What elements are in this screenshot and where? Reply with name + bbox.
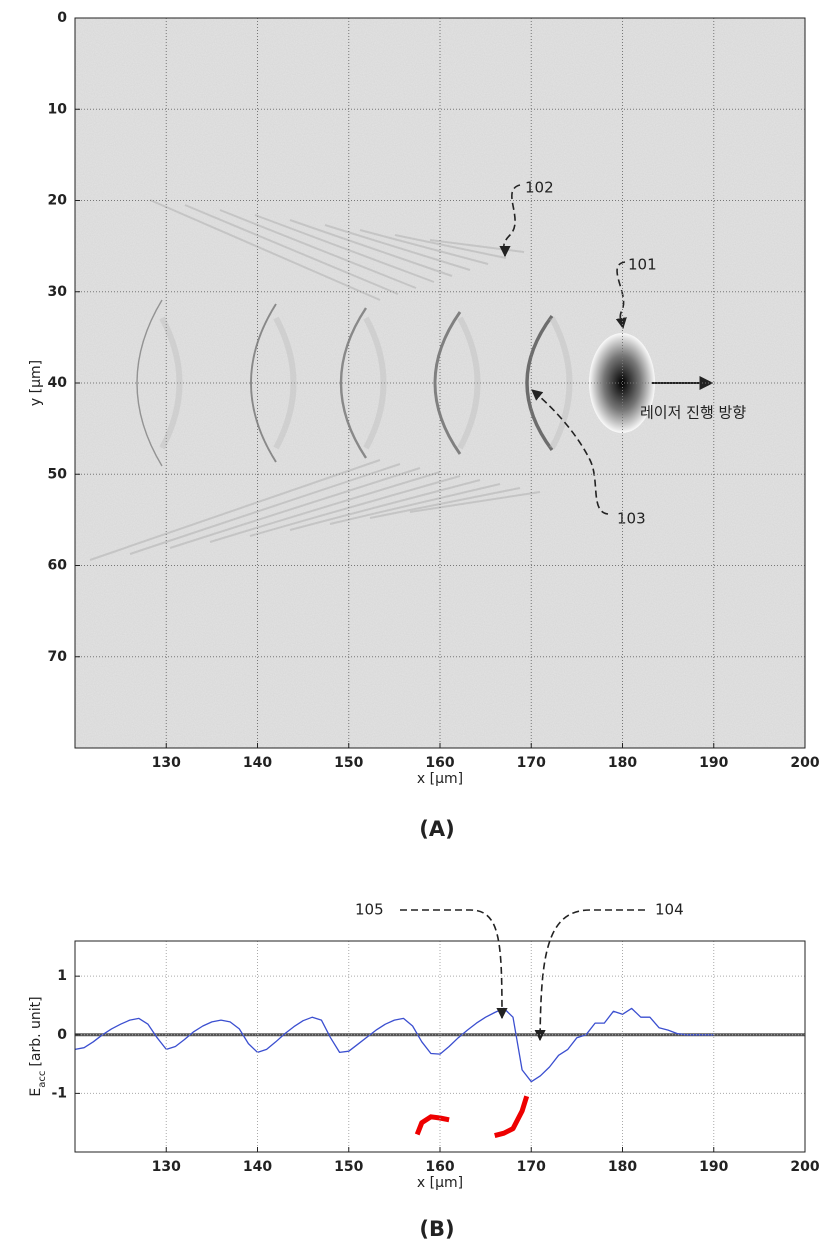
y-tick-label: 0: [57, 1027, 67, 1043]
wave-streak: [219, 209, 417, 289]
wave-streak: [329, 483, 501, 525]
y-tick-label: 50: [48, 466, 68, 482]
x-tick-label: 150: [334, 755, 363, 771]
wave-streak: [324, 224, 471, 271]
y-tick-label: 30: [48, 284, 68, 300]
wave-streak: [409, 491, 541, 513]
wave-streak: [289, 479, 481, 531]
y-axis-label-part: [arb. unit]: [28, 996, 44, 1066]
chart-a: 102 101 103 레이저 진행 방향 130 140 150 160 170 180 190 2…: [28, 10, 820, 841]
x-tick-label: 200: [790, 1159, 819, 1175]
leader-102: [499, 184, 521, 258]
y-tick-label: 1: [57, 968, 67, 984]
wave-streak: [89, 459, 381, 561]
wave-streak: [149, 199, 381, 301]
chart-b: 105 104 130 140 150 160 170 180 190 200 -1 0 1 x [µm]…: [28, 901, 820, 1242]
leader-101: [615, 261, 627, 330]
x-tick-label: 130: [152, 1159, 181, 1175]
y-axis-label-part: acc: [37, 1071, 48, 1088]
x-axis-label: x [µm]: [417, 771, 463, 787]
wake-arc: [136, 299, 163, 467]
y-axis-label-part: E: [28, 1088, 44, 1097]
wave-streak: [254, 214, 435, 283]
x-tick-label: 190: [699, 755, 728, 771]
x-axis-label: x [µm]: [417, 1175, 463, 1191]
wake-bubble: [159, 316, 183, 450]
annotation: 103: [617, 510, 646, 528]
leader-103: [531, 389, 609, 515]
wake-bubble: [273, 316, 297, 450]
x-tick-label: 130: [152, 755, 181, 771]
wave-streak: [129, 463, 401, 555]
wake-arc: [250, 303, 277, 463]
y-axis-label: Eacc [arb. unit]: [28, 996, 48, 1096]
wave-streak: [209, 471, 441, 543]
y-axis-label: y [µm]: [28, 360, 44, 406]
x-tick-label: 180: [608, 1159, 637, 1175]
leader-104: [534, 909, 645, 1042]
wave-streak: [169, 467, 421, 549]
wave-streak: [249, 475, 461, 537]
y-tick-label: 10: [48, 101, 68, 117]
annotation: 레이저 진행 방향: [640, 404, 746, 422]
y-tick-label: 70: [48, 649, 68, 665]
wake-bubble: [363, 316, 387, 450]
wave-streak: [394, 234, 507, 259]
annotation: 104: [655, 901, 684, 919]
wake-bubble: [549, 316, 573, 450]
series-line: [414, 1095, 530, 1139]
x-tick-label: 190: [699, 1159, 728, 1175]
y-tick-label: 0: [57, 10, 67, 26]
wake-arc: [525, 314, 554, 452]
wave-streak: [369, 487, 521, 519]
annotation: 105: [355, 901, 384, 919]
y-tick-label: 40: [48, 375, 68, 391]
y-tick-label: 20: [48, 193, 68, 209]
x-tick-label: 140: [243, 1159, 272, 1175]
caption: (B): [419, 1217, 454, 1241]
annotation: 101: [628, 256, 657, 274]
x-tick-label: 160: [425, 755, 454, 771]
y-tick-label: 60: [48, 558, 68, 574]
x-tick-label: 150: [334, 1159, 363, 1175]
x-tick-label: 170: [517, 1159, 546, 1175]
wave-streak: [289, 219, 453, 277]
plot-frame: [74, 940, 806, 1153]
caption: (A): [419, 817, 454, 841]
series-line: [74, 1007, 714, 1083]
x-tick-label: 140: [243, 755, 272, 771]
wave-streak: [359, 229, 489, 265]
wave-streak: [184, 204, 399, 295]
leader-105: [400, 909, 508, 1020]
x-tick-label: 200: [790, 755, 819, 771]
x-tick-label: 180: [608, 755, 637, 771]
plot-frame: [74, 17, 806, 749]
x-tick-label: 170: [517, 755, 546, 771]
wake-arc: [339, 307, 367, 459]
y-tick-label: -1: [51, 1085, 67, 1101]
annotation: 102: [525, 179, 554, 197]
x-tick-label: 160: [425, 1159, 454, 1175]
